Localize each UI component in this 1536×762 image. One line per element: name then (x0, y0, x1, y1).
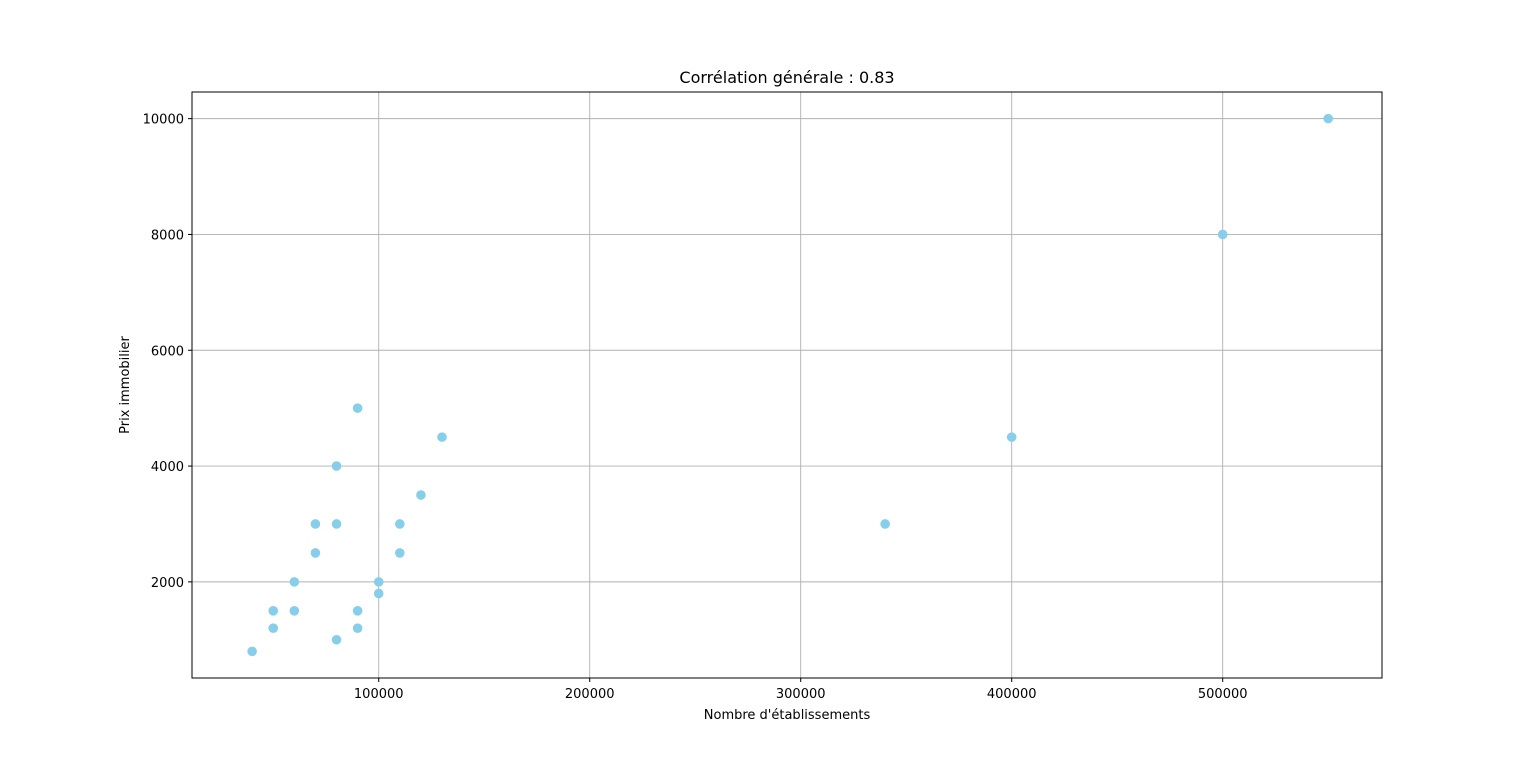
y-tick-label: 10000 (143, 113, 184, 128)
data-point (268, 623, 279, 634)
data-point (268, 606, 279, 616)
y-tick-label: 4000 (151, 460, 184, 475)
y-axis: 2000 4000 6000 8000 10000 (143, 113, 192, 591)
data-point (310, 519, 321, 529)
data-point (1006, 432, 1017, 442)
x-tick-label: 200000 (565, 687, 615, 702)
data-point (289, 577, 300, 587)
y-tick-label: 2000 (151, 576, 184, 591)
data-point (331, 519, 342, 529)
plot-frame (191, 91, 1383, 679)
x-tick-label: 400000 (987, 687, 1037, 702)
data-point (373, 588, 384, 599)
x-axis: 100000 200000 300000 400000 500000 (354, 678, 1248, 702)
data-point (289, 606, 300, 616)
y-tick-label: 6000 (151, 344, 184, 359)
data-point (880, 519, 890, 529)
data-point (331, 461, 342, 471)
x-tick-label: 500000 (1198, 687, 1248, 702)
points-group (247, 113, 1333, 657)
data-point (247, 646, 257, 657)
data-point (416, 490, 426, 500)
data-point (352, 606, 363, 616)
data-point (352, 623, 363, 634)
data-point (331, 634, 342, 645)
x-axis-label: Nombre d'établissements (704, 708, 871, 723)
y-tick-label: 8000 (151, 228, 184, 243)
grid (192, 92, 1382, 678)
x-tick-label: 100000 (354, 687, 404, 702)
chart-title: Corrélation générale : 0.83 (679, 68, 894, 87)
data-point (310, 548, 321, 558)
data-point (437, 432, 447, 442)
data-point (1217, 229, 1228, 240)
data-point (1323, 113, 1333, 124)
data-point (395, 519, 405, 529)
data-point (373, 577, 384, 587)
data-point (352, 403, 363, 413)
data-point (395, 548, 405, 558)
x-tick-label: 300000 (776, 687, 826, 702)
y-axis-label: Prix immobilier (118, 335, 133, 433)
